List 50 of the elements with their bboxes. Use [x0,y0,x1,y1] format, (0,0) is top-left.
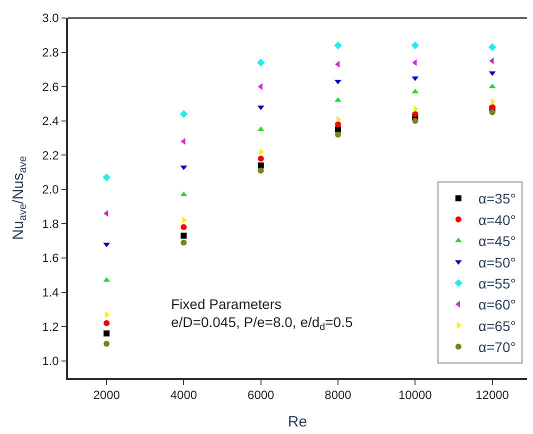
y-tick-label: 2.2 [42,148,60,162]
x-tick-label: 4000 [170,388,198,402]
legend-label: α=40° [478,212,516,228]
point [180,240,187,246]
point [104,330,110,336]
point [490,98,496,106]
y-tick-label: 1.4 [42,285,60,300]
point [102,174,110,182]
point [334,80,342,84]
y-tick-label: 2.4 [42,114,60,128]
legend-label: α=70° [478,339,516,356]
x-tick-label: 6000 [248,388,275,402]
y-tick-label: 2.6 [42,80,60,94]
legend-label: α=60° [478,296,516,313]
point [104,340,110,347]
point [258,156,264,162]
y-tick-label: 3.0 [42,11,60,26]
point [256,58,265,66]
point [180,232,187,239]
y-tick-label: 2.8 [42,45,60,60]
y-tick-label: 1.6 [42,251,60,266]
legend-label: α=35° [478,190,516,207]
point [104,320,110,326]
x-tick-label: 10000 [398,388,432,402]
point [412,111,418,117]
point [334,97,342,102]
point [488,43,496,52]
legend-label: α=55° [478,275,516,292]
y-tick-label: 1.0 [42,354,60,368]
annotation: Fixed Parameters e/D=0.045, P/e=8.0, e/d$_{d}$=0.5 [171,296,353,334]
point [412,118,418,124]
point [180,224,187,230]
point [258,168,264,174]
point [411,42,420,50]
legend-label: α=50° [478,254,516,270]
point [335,132,341,138]
x-tick-label: 2000 [93,388,120,402]
legend-label: α=65° [478,318,516,334]
x-axis-title: Re [288,414,308,431]
legend-label: α=45° [478,233,516,250]
point [258,162,264,168]
point [335,121,341,128]
point [489,109,496,116]
y-tick-label: 1.2 [42,320,60,334]
point [334,42,342,50]
x-tick-label: 8000 [324,388,352,402]
point [180,110,188,118]
y-tick-label: 1.8 [42,216,60,231]
x-tick-label: 12000 [476,388,510,402]
y-tick-label: 2.0 [42,182,60,197]
